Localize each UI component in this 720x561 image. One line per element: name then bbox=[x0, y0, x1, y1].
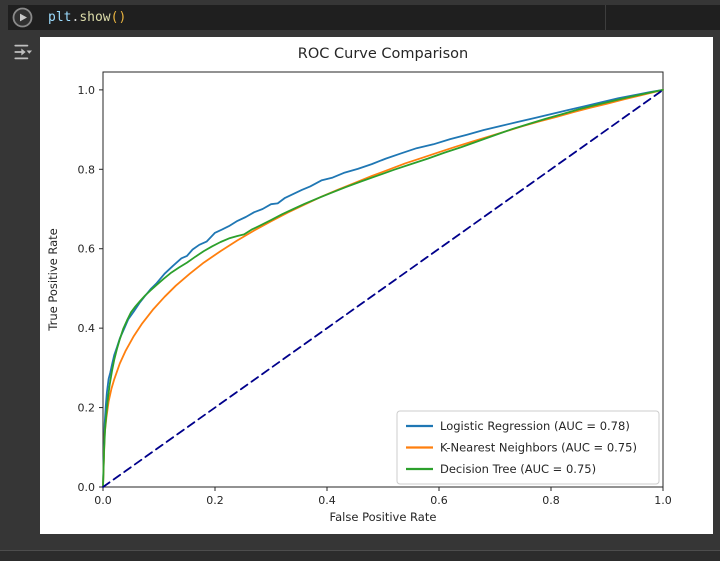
run-cell-button[interactable] bbox=[12, 7, 33, 28]
code-line[interactable]: plt.show() bbox=[48, 5, 126, 30]
y-tick-label: 0.6 bbox=[78, 243, 96, 256]
code-token: plt bbox=[48, 10, 72, 25]
legend-label: Decision Tree (AUC = 0.75) bbox=[440, 462, 596, 476]
legend-label: Logistic Regression (AUC = 0.78) bbox=[440, 419, 630, 433]
legend-box bbox=[396, 410, 660, 485]
series-line bbox=[102, 89, 664, 488]
y-tick-label: 0.0 bbox=[78, 481, 96, 494]
series-line bbox=[102, 89, 664, 488]
y-tick-label: 0.8 bbox=[78, 163, 96, 176]
y-axis-label: True Positive Rate bbox=[46, 228, 60, 331]
figure-panel: 0.0 0.2 0.4 0.6 0.8 1.0 0.0 0.2 0.4 0.6 0.8 1.0 ROC … bbox=[40, 37, 713, 534]
x-axis-label: False Positive Rate bbox=[330, 510, 437, 524]
export-output-icon bbox=[14, 44, 33, 60]
x-tick-label: 0.8 bbox=[542, 494, 560, 507]
code-token: () bbox=[110, 10, 127, 25]
output-options-button[interactable] bbox=[12, 41, 34, 63]
x-tick-label: 0.4 bbox=[318, 494, 336, 507]
x-tick-label: 0.2 bbox=[206, 494, 224, 507]
editor-divider bbox=[605, 5, 606, 30]
code-token: show bbox=[79, 10, 111, 25]
legend-label: K-Nearest Neighbors (AUC = 0.75) bbox=[440, 441, 637, 455]
x-tick-label: 1.0 bbox=[654, 494, 672, 507]
x-tick-label: 0.0 bbox=[94, 494, 112, 507]
y-tick-label: 0.2 bbox=[78, 402, 96, 415]
panel-divider bbox=[0, 550, 720, 551]
chart-title: ROC Curve Comparison bbox=[298, 46, 468, 62]
play-icon bbox=[12, 7, 33, 28]
y-tick-label: 0.4 bbox=[78, 322, 96, 335]
roc-chart: 0.0 0.2 0.4 0.6 0.8 1.0 0.0 0.2 0.4 0.6 0.8 1.0 ROC … bbox=[46, 46, 672, 524]
bottom-strip bbox=[0, 551, 720, 561]
y-tick-label: 1.0 bbox=[78, 84, 96, 97]
code-cell[interactable]: plt.show() bbox=[8, 5, 720, 30]
x-tick-label: 0.6 bbox=[430, 494, 448, 507]
code-token: . bbox=[71, 10, 80, 25]
axes-box bbox=[102, 71, 664, 488]
